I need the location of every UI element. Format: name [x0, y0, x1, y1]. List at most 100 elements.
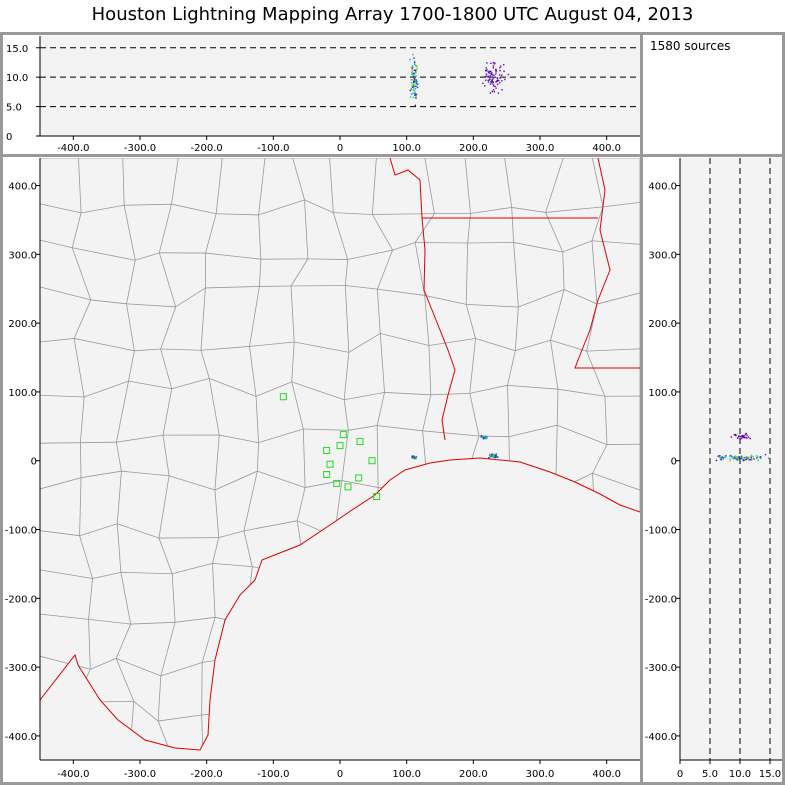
top-source-point: [503, 70, 505, 73]
right-source-point: [757, 459, 760, 461]
mississippi-border: [574, 157, 640, 369]
top-source-point: [415, 75, 417, 77]
top-source-point: [485, 73, 488, 75]
top-x-tick-label: 400.0: [592, 143, 621, 154]
top-source-point: [417, 82, 419, 85]
map-source-point: [485, 435, 488, 438]
lma-station: [368, 457, 376, 465]
top-source-point: [490, 81, 492, 83]
right-source-point: [742, 456, 744, 458]
top-source-point: [414, 91, 416, 94]
top-source-point: [414, 81, 417, 83]
top-source-point: [415, 79, 418, 81]
right-source-point: [759, 456, 762, 458]
map-source-point: [483, 436, 486, 438]
right-source-point: [744, 459, 747, 461]
right-source-point: [737, 456, 739, 458]
top-source-point: [412, 85, 415, 87]
map-source-point: [415, 457, 417, 459]
right-source-point: [742, 435, 744, 438]
top-source-point: [414, 71, 416, 74]
map-source-point: [494, 455, 496, 458]
right-source-point: [732, 457, 734, 459]
right-source-point: [739, 435, 742, 438]
map-source-point: [493, 456, 495, 458]
right-source-point: [758, 456, 761, 458]
top-source-point: [411, 85, 414, 88]
top-source-point: [496, 83, 499, 86]
right-x-tick-label: 5.0: [702, 769, 718, 780]
coastline: [39, 457, 641, 751]
top-source-point: [412, 89, 415, 91]
right-source-point: [748, 456, 750, 459]
map-y-tick-label: -100.0: [5, 526, 37, 537]
map-source-point: [488, 456, 490, 459]
lma-station: [356, 437, 364, 445]
top-source-point: [410, 87, 412, 90]
top-source-point: [411, 70, 413, 72]
top-source-point: [409, 89, 411, 92]
map-source-point: [483, 437, 485, 440]
right-source-point: [767, 457, 770, 459]
right-source-point: [744, 457, 746, 459]
top-source-point: [415, 68, 418, 71]
top-x-tick-label: 100.0: [392, 143, 421, 154]
right-source-point: [741, 437, 743, 439]
top-source-point: [489, 70, 491, 73]
top-source-point: [412, 92, 414, 94]
top-source-point: [490, 70, 492, 73]
top-y-tick-label: 10.0: [6, 73, 28, 84]
top-x-tick-label: -400.0: [57, 143, 89, 154]
right-x-tick-label: 0: [677, 769, 683, 780]
top-source-point: [495, 73, 497, 75]
top-source-point: [488, 79, 490, 81]
ns-altitude-panel: -400.0 -300.0 -200.0 -100.0 0 100.0 200.0 300.0…: [643, 157, 782, 782]
map-y-tick-label: -400.0: [5, 732, 37, 743]
right-source-point: [745, 457, 747, 460]
right-source-point: [746, 434, 748, 436]
right-source-point: [764, 453, 767, 456]
right-y-tick-label: -300.0: [645, 663, 677, 674]
top-source-point: [493, 63, 496, 65]
map-x-tick-label: 100.0: [392, 769, 421, 780]
map-y-tick-label: -200.0: [5, 594, 37, 605]
top-source-point: [498, 79, 500, 82]
map-source-point: [480, 435, 483, 437]
top-source-point: [413, 69, 416, 71]
top-source-point: [484, 75, 486, 78]
top-source-point: [498, 74, 501, 76]
top-source-point: [412, 53, 414, 56]
right-source-point: [750, 454, 753, 456]
top-source-point: [496, 79, 499, 81]
map-y-tick-label: -300.0: [5, 663, 37, 674]
top-source-point: [413, 81, 415, 83]
right-y-tick-label: 100.0: [648, 388, 677, 399]
top-source-point: [491, 72, 493, 74]
top-source-point: [412, 75, 414, 77]
right-source-point: [735, 457, 738, 459]
top-source-point: [414, 94, 416, 96]
right-plot-area: [680, 158, 782, 760]
right-source-point: [745, 432, 747, 435]
right-source-point: [741, 458, 743, 460]
top-source-point: [491, 74, 494, 76]
top-source-point: [495, 81, 497, 83]
right-source-point: [745, 458, 748, 461]
top-source-point: [410, 66, 412, 68]
right-source-point: [724, 455, 727, 458]
right-source-point: [722, 457, 725, 460]
top-x-tick-label: 0: [337, 143, 343, 154]
map-x-tick-label: -100.0: [257, 769, 289, 780]
top-source-point: [503, 63, 505, 66]
top-source-point: [499, 77, 501, 79]
right-source-point: [735, 458, 737, 460]
top-source-point: [413, 83, 416, 86]
top-source-point: [415, 70, 417, 72]
top-source-point: [497, 92, 500, 94]
lma-station: [373, 492, 381, 500]
right-source-point: [746, 457, 749, 459]
top-x-tick-label: -300.0: [124, 143, 156, 154]
right-source-point: [719, 458, 722, 461]
right-source-point: [734, 433, 737, 436]
top-source-point: [484, 85, 486, 87]
